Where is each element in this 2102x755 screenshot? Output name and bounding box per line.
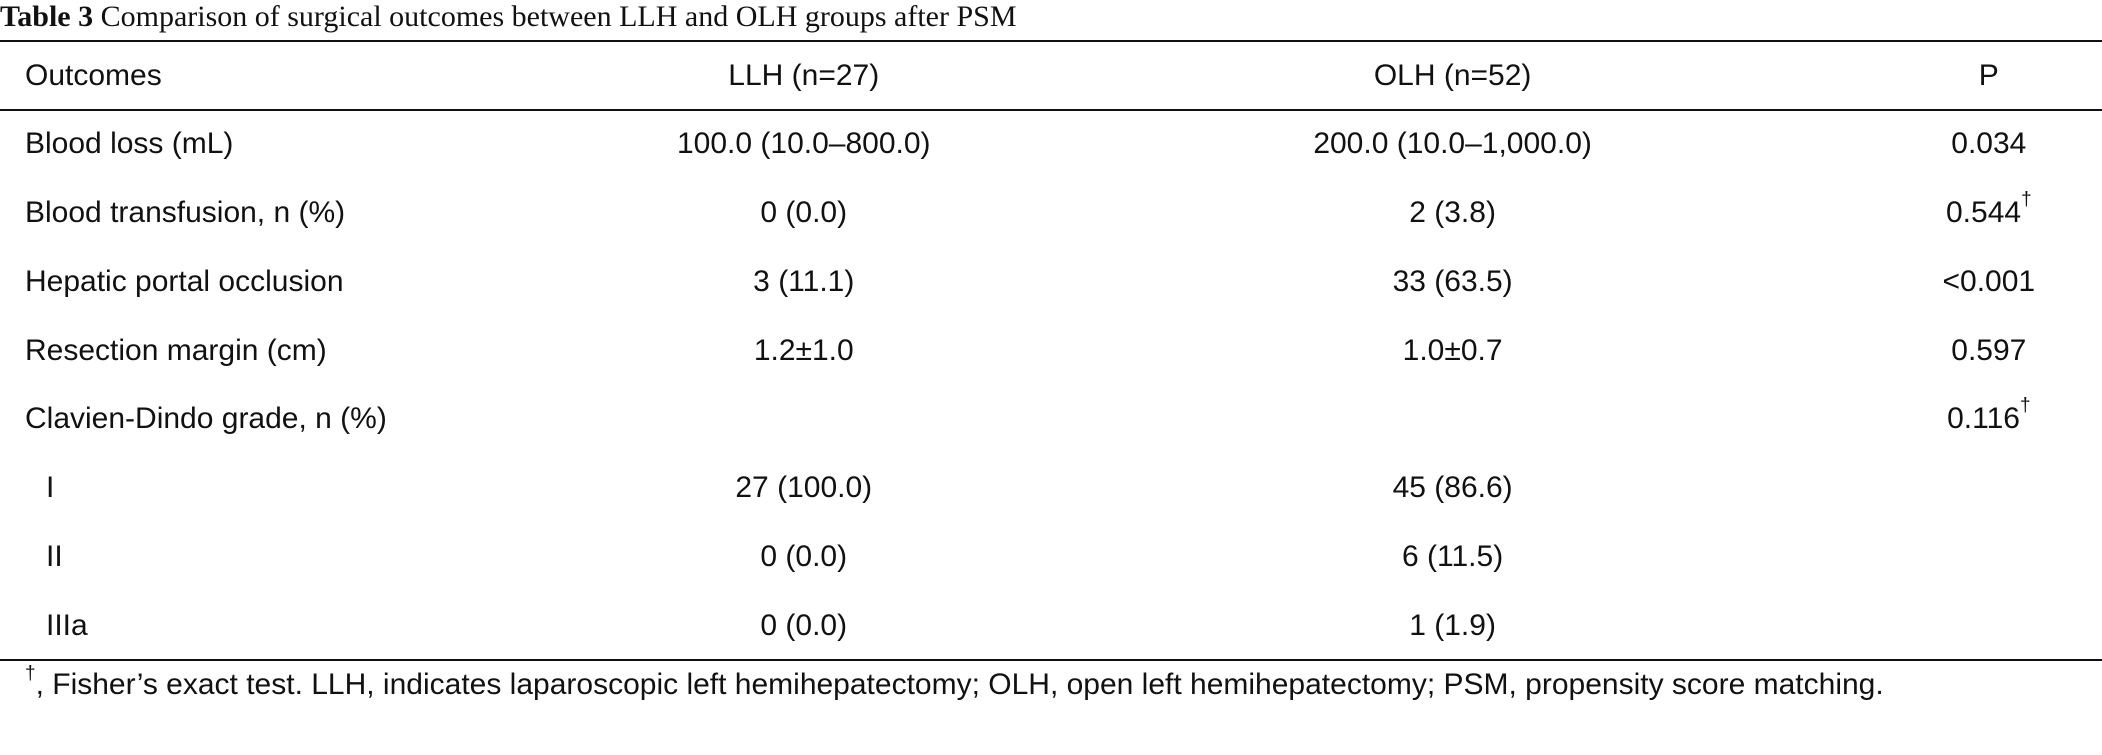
row-olh-value: 33 (63.5) (1392, 264, 1513, 298)
row-olh-value: 1 (1.9) (1409, 608, 1496, 642)
table-footnote: †, Fisher’s exact test. LLH, indicates l… (25, 664, 2080, 706)
row-olh-value: 200.0 (10.0–1,000.0) (1313, 127, 1592, 161)
row-p-value: 0.116† (1876, 385, 2102, 454)
footnote-text: , Fisher’s exact test. LLH, indicates la… (35, 668, 1884, 701)
table-header-row: Outcomes LLH (n=27) OLH (n=52) P (0, 42, 2102, 110)
row-p-value: 0.034 (1876, 110, 2102, 179)
table-row: Blood transfusion, n (%) 0 (0.0) 2 (3.8)… (0, 179, 2102, 248)
row-outcome: Blood transfusion, n (%) (25, 196, 346, 230)
p-value-text: 0.034 (1951, 127, 2027, 161)
row-outcome-subgrade: I (46, 471, 55, 505)
row-outcome-subgrade: II (46, 539, 63, 573)
row-p-value: 0.544† (1876, 179, 2102, 248)
table-header-rule (0, 109, 2102, 111)
header-outcomes: Outcomes (25, 59, 162, 92)
row-llh-value: 0 (0.0) (760, 539, 848, 573)
fisher-dagger-mark: † (2019, 395, 2031, 417)
table-row: Resection margin (cm) 1.2±1.0 1.0±0.7 0.… (0, 316, 2102, 385)
table-row: I 27 (100.0) 45 (86.6) (0, 454, 2102, 523)
row-llh-value: 1.2±1.0 (753, 333, 854, 367)
header-olh: OLH (n=52) (1373, 59, 1532, 92)
row-llh-value: 3 (11.1) (753, 264, 855, 298)
footnote-dagger-mark: † (25, 663, 36, 684)
p-value-text: 0.116 (1947, 402, 2020, 436)
p-value-text: 0.544 (1945, 196, 2022, 230)
row-llh-value: 0 (0.0) (760, 608, 848, 642)
header-llh: LLH (n=27) (728, 59, 880, 92)
row-olh-value (1030, 385, 1876, 454)
row-p-value: <0.001 (1876, 248, 2102, 317)
row-olh-value: 2 (3.8) (1409, 196, 1496, 230)
p-value-text: <0.001 (1942, 264, 2036, 298)
row-olh-value: 6 (11.5) (1402, 539, 1504, 573)
row-llh-value: 100.0 (10.0–800.0) (676, 127, 931, 161)
row-olh-value: 1.0±0.7 (1402, 333, 1503, 367)
table-caption: Table 3 Comparison of surgical outcomes … (0, 0, 1017, 38)
fisher-dagger-mark: † (2021, 189, 2032, 211)
header-p-value: P (1978, 59, 1999, 92)
table-top-rule (0, 40, 2102, 42)
table-row: Hepatic portal occlusion 3 (11.1) 33 (63… (0, 248, 2102, 317)
table-row: Blood loss (mL) 100.0 (10.0–800.0) 200.0… (0, 110, 2102, 179)
row-p-value: 0.597 (1876, 316, 2102, 385)
p-value-text: 0.597 (1951, 333, 2027, 367)
outcomes-table: Outcomes LLH (n=27) OLH (n=52) P Blood l… (0, 42, 2102, 660)
table-caption-text: Comparison of surgical outcomes between … (100, 0, 1017, 33)
table-row: IIIa 0 (0.0) 1 (1.9) (0, 591, 2102, 660)
table-row: Clavien-Dindo grade, n (%) 0.116† (0, 385, 2102, 454)
row-outcome: Clavien-Dindo grade, n (%) (25, 402, 387, 436)
table-bottom-rule (0, 659, 2102, 661)
row-llh-value: 0 (0.0) (760, 196, 848, 230)
row-p-value (1876, 591, 2102, 660)
row-outcome-subgrade: IIIa (46, 608, 88, 642)
table-row: II 0 (0.0) 6 (11.5) (0, 523, 2102, 592)
row-olh-value: 45 (86.6) (1392, 471, 1513, 505)
table-caption-label: Table 3 (0, 0, 94, 33)
row-llh-value: 27 (100.0) (735, 471, 873, 505)
row-llh-value (578, 385, 1030, 454)
row-p-value (1876, 454, 2102, 523)
row-outcome: Hepatic portal occlusion (25, 264, 344, 298)
row-outcome: Resection margin (cm) (25, 333, 327, 367)
row-outcome: Blood loss (mL) (25, 127, 234, 161)
row-p-value (1876, 523, 2102, 592)
